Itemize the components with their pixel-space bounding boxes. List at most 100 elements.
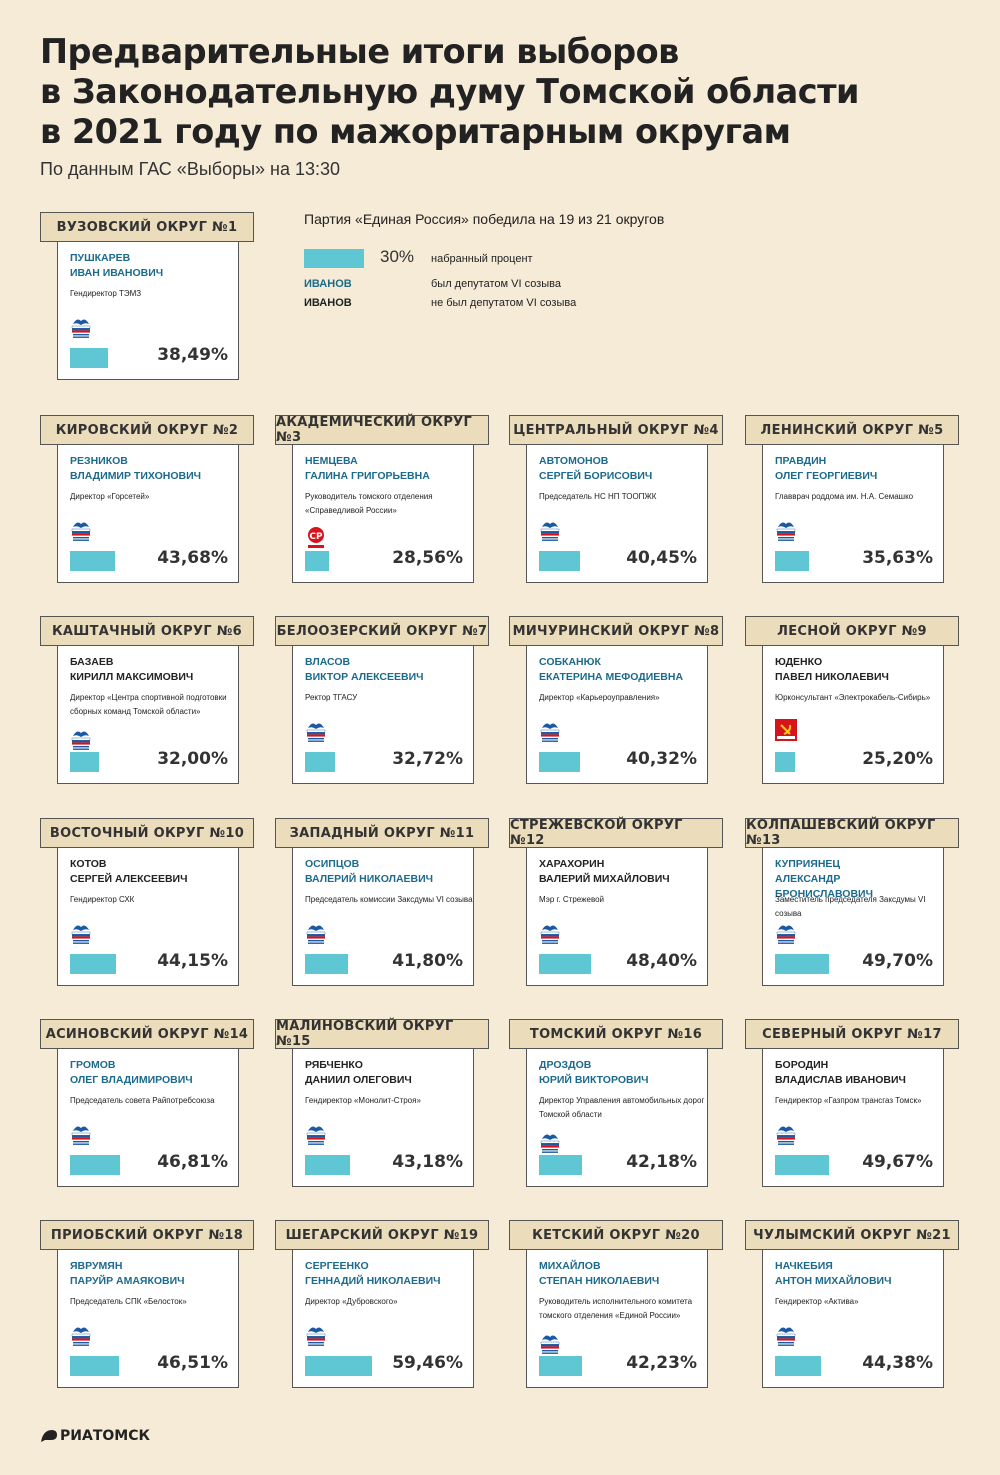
result-percent: 43,18% (392, 1152, 463, 1172)
result-percent: 46,51% (157, 1353, 228, 1373)
district-tab: АСИНОВСКИЙ ОКРУГ №14 (40, 1019, 254, 1049)
title-line-2: в Законодательную думу Томской области (40, 72, 859, 111)
candidate-name: БАЗАЕВ КИРИЛЛ МАКСИМОВИЧ (70, 655, 235, 685)
result-bar (775, 954, 829, 974)
candidate-name: АВТОМОНОВ СЕРГЕЙ БОРИСОВИЧ (539, 454, 704, 484)
district-tab: СТРЕЖЕВСКОЙ ОКРУГ №12 (509, 818, 723, 848)
er-logo-icon (71, 319, 91, 338)
result-bar (305, 752, 335, 772)
candidate-name: КОТОВ СЕРГЕЙ АЛЕКСЕЕВИЧ (70, 857, 235, 887)
candidate-position: Гендиректор ТЭМЗ (70, 289, 142, 298)
brand-label: РИАТОМСК (60, 1428, 150, 1444)
candidate-given-names: ДАНИИЛ ОЛЕГОВИЧ (305, 1074, 412, 1086)
er-logo-icon (71, 925, 91, 944)
title-line-1: Предварительные итоги выборов (40, 32, 679, 71)
candidate-surname: ГРОМОВ (70, 1059, 116, 1071)
result-bar (775, 1356, 821, 1376)
candidate-given-names: ВЛАДИМИР ТИХОНОВИЧ (70, 470, 202, 482)
result-percent: 49,70% (862, 951, 933, 971)
candidate-name: ЮДЕНКО ПАВЕЛ НИКОЛАЕВИЧ (775, 655, 940, 685)
result-percent: 44,15% (157, 951, 228, 971)
candidate-position: Ректор ТГАСУ (305, 693, 358, 702)
district-tab: КОЛПАШЕВСКИЙ ОКРУГ №13 (745, 818, 959, 848)
result-percent: 32,72% (392, 749, 463, 769)
legend-percent-label: набранный процент (431, 253, 533, 265)
subtitle: По данным ГАС «Выборы» на 13:30 (40, 159, 341, 179)
result-bar (70, 1356, 119, 1376)
candidate-surname: МИХАЙЛОВ (539, 1260, 601, 1272)
district-card: РЯБЧЕНКО ДАНИИЛ ОЛЕГОВИЧ Гендиректор «Моно… (292, 1047, 474, 1187)
district-card: СЕРГЕЕНКО ГЕННАДИЙ НИКОЛАЕВИЧ Директор «Ду… (292, 1248, 474, 1388)
result-percent: 46,81% (157, 1152, 228, 1172)
candidate-given-names: АЛЕКСАНДР БРОНИСЛАВОВИЧ (775, 873, 873, 900)
district-tab: ЗАПАДНЫЙ ОКРУГ №11 (275, 818, 489, 848)
candidate-surname: ОСИПЦОВ (305, 858, 360, 870)
er-logo-icon (776, 522, 796, 541)
district-card: НЕМЦЕВА ГАЛИНА ГРИГОРЬЕВНА Руководитель то… (292, 443, 474, 583)
district-card: КОТОВ СЕРГЕЙ АЛЕКСЕЕВИЧ Гендиректор СХК 44,… (57, 846, 239, 986)
district-card: ВЛАСОВ ВИКТОР АЛЕКСЕЕВИЧ Ректор ТГАСУ 32,72… (292, 644, 474, 784)
candidate-given-names: ВАЛЕРИЙ НИКОЛАЕВИЧ (305, 873, 434, 885)
er-logo-icon (306, 1327, 326, 1346)
candidate-given-names: СТЕПАН НИКОЛАЕВИЧ (539, 1275, 660, 1287)
candidate-surname: РЕЗНИКОВ (70, 455, 128, 467)
candidate-name: СЕРГЕЕНКО ГЕННАДИЙ НИКОЛАЕВИЧ (305, 1259, 470, 1289)
candidate-given-names: АНТОН МИХАЙЛОВИЧ (775, 1275, 892, 1287)
candidate-name: ПРАВДИН ОЛЕГ ГЕОРГИЕВИЧ (775, 454, 940, 484)
candidate-name: ЯВРУМЯН ПАРУЙР АМАЯКОВИЧ (70, 1259, 235, 1289)
er-logo-icon (71, 1327, 91, 1346)
candidate-position: Директор «Горсетей» (70, 492, 150, 501)
result-bar (305, 1356, 372, 1376)
candidate-given-names: КИРИЛЛ МАКСИМОВИЧ (70, 671, 194, 683)
candidate-surname: ЮДЕНКО (775, 656, 823, 668)
result-percent: 35,63% (862, 548, 933, 568)
er-logo-icon (540, 1134, 560, 1153)
candidate-surname: РЯБЧЕНКО (305, 1059, 363, 1071)
page-title: Предварительные итоги выборов в Законода… (40, 32, 940, 152)
legend-new-label: не был депутатом VI созыва (431, 297, 577, 309)
result-bar (539, 752, 580, 772)
result-percent: 40,32% (626, 749, 697, 769)
candidate-given-names: ПАВЕЛ НИКОЛАЕВИЧ (775, 671, 889, 683)
er-logo-icon (306, 925, 326, 944)
district-card: ПРАВДИН ОЛЕГ ГЕОРГИЕВИЧ Главврач роддома и… (762, 443, 944, 583)
candidate-position: Гендиректор «Актива» (775, 1297, 859, 1306)
result-percent: 59,46% (392, 1353, 463, 1373)
result-bar (539, 1155, 582, 1175)
district-card: МИХАЙЛОВ СТЕПАН НИКОЛАЕВИЧ Руководитель ис… (526, 1248, 708, 1388)
district-tab: ТОМСКИЙ ОКРУГ №16 (509, 1019, 723, 1049)
er-logo-icon (540, 723, 560, 742)
candidate-position: Руководитель томского отделения «Справед… (305, 492, 433, 515)
district-card: БОРОДИН ВЛАДИСЛАВ ИВАНОВИЧ Гендиректор «Га… (762, 1047, 944, 1187)
candidate-surname: КУПРИЯНЕЦ (775, 858, 841, 870)
candidate-name: МИХАЙЛОВ СТЕПАН НИКОЛАЕВИЧ (539, 1259, 704, 1289)
candidate-name: ВЛАСОВ ВИКТОР АЛЕКСЕЕВИЧ (305, 655, 470, 685)
district-card: ОСИПЦОВ ВАЛЕРИЙ НИКОЛАЕВИЧ Председатель ко… (292, 846, 474, 986)
result-bar (539, 551, 580, 571)
candidate-name: ОСИПЦОВ ВАЛЕРИЙ НИКОЛАЕВИЧ (305, 857, 470, 887)
candidate-position: Директор Управления автомобильных дорог … (539, 1096, 705, 1119)
candidate-given-names: СЕРГЕЙ БОРИСОВИЧ (539, 470, 653, 482)
candidate-given-names: ЮРИЙ ВИКТОРОВИЧ (539, 1074, 649, 1086)
candidate-given-names: ГАЛИНА ГРИГОРЬЕВНА (305, 470, 430, 482)
candidate-surname: ДРОЗДОВ (539, 1059, 592, 1071)
result-percent: 25,20% (862, 749, 933, 769)
er-logo-icon (776, 1327, 796, 1346)
result-bar (70, 752, 99, 772)
result-percent: 42,23% (626, 1353, 697, 1373)
candidate-position: Мэр г. Стрежевой (539, 895, 605, 904)
district-tab: МИЧУРИНСКИЙ ОКРУГ №8 (509, 616, 723, 646)
candidate-given-names: ВАЛЕРИЙ МИХАЙЛОВИЧ (539, 873, 670, 885)
district-tab: СЕВЕРНЫЙ ОКРУГ №17 (745, 1019, 959, 1049)
candidate-position: Гендиректор «Монолит-Строя» (305, 1096, 421, 1105)
district-tab: АКАДЕМИЧЕСКИЙ ОКРУГ №3 (275, 415, 489, 445)
er-logo-icon (71, 731, 91, 750)
candidate-name: ГРОМОВ ОЛЕГ ВЛАДИМИРОВИЧ (70, 1058, 235, 1088)
district-card: КУПРИЯНЕЦ АЛЕКСАНДР БРОНИСЛАВОВИЧ Заместит… (762, 846, 944, 986)
district-tab: ШЕГАРСКИЙ ОКРУГ №19 (275, 1220, 489, 1250)
result-bar (70, 551, 115, 571)
legend-incumbent-sample: ИВАНОВ (304, 278, 352, 290)
svg-text:СР: СР (309, 532, 323, 542)
district-card: СОБКАНЮК ЕКАТЕРИНА МЕФОДИЕВНА Директор «Ка… (526, 644, 708, 784)
candidate-given-names: СЕРГЕЙ АЛЕКСЕЕВИЧ (70, 873, 188, 885)
